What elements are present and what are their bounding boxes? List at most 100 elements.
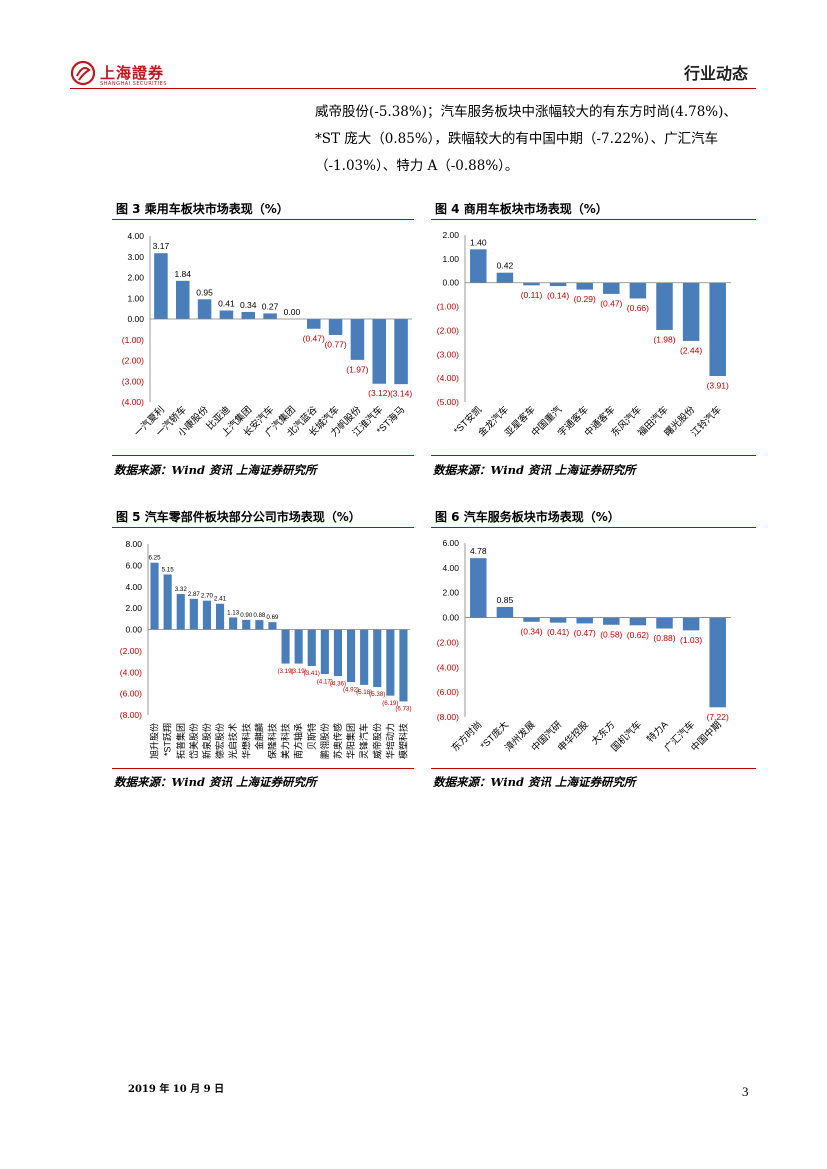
y-tick-label: 2.00 [442,588,459,598]
figure-4-chart: 2.00 1.00 0.00 (1.00) (2.00) (3.00) (4.00) (5.0… [437,230,731,439]
data-label: 6.25 [149,555,162,562]
bar [629,617,647,626]
bar [394,319,408,385]
y-tick-label: (2.00) [122,356,144,366]
data-label: (3.19) [277,668,293,675]
category-label: 美力科技 [280,723,291,759]
bar [629,282,647,299]
data-label: (5.38) [369,691,385,698]
figure-title: 图 3 乘用车板块市场表现（%） [116,202,289,216]
category-label: 灵锋汽车 [358,723,369,759]
bar [263,313,277,319]
data-label: 5.15 [162,566,175,573]
figure-top-rule [112,527,414,528]
page-header: 上海證券 SHANGHAI SECURITIES 行业动态 [70,56,756,90]
data-label: (7.22) [707,712,729,722]
y-tick-label: 4.00 [127,231,144,241]
category-label: 保隆科技 [266,723,277,759]
y-tick-label: (4.00) [120,667,142,677]
y-tick-label: 1.00 [442,254,459,264]
figure-source: 数据来源：Wind 资讯 上海证券研究所 [433,775,636,789]
figure-bottom-rule [112,768,414,769]
category-label: 苏奥传感 [332,723,343,759]
intro-line: （-1.03%）、特力 A（-0.88%）。 [315,158,519,174]
logo-text: 上海證券 [100,64,165,82]
data-label: (4.36) [330,680,346,687]
bar [496,607,514,618]
bar [709,617,726,708]
data-label: (6.73) [395,706,411,713]
bar [470,558,487,618]
data-label: (1.03) [680,635,702,645]
bar [154,253,168,319]
bar [656,617,673,629]
bar [386,629,395,696]
data-label: 0.95 [196,287,213,297]
bar [328,319,343,335]
data-label: (0.11) [521,290,543,300]
bar [709,282,726,376]
category-label: 德宏股份 [214,723,225,759]
data-label: (0.41) [547,627,569,637]
data-label: (0.34) [520,626,542,636]
category-label: 光启技术 [227,723,238,759]
data-label: (1.97) [346,364,368,374]
y-tick-label: 2.00 [127,273,144,283]
data-label: (0.29) [574,294,596,304]
category-label: 鹏翎股份 [319,723,330,759]
y-tick-label: (4.00) [437,373,459,383]
y-tick-label: 6.00 [125,560,142,570]
bar [576,617,593,624]
data-label: 3.17 [153,241,170,251]
category-label: 模塑科技 [397,723,408,759]
bar [373,629,382,687]
data-label: (0.14) [547,291,569,301]
figure-top-rule [431,527,756,528]
category-label: 华懋科技 [240,723,251,759]
bar [241,311,256,319]
category-label: 旭升股份 [149,723,160,759]
bar [656,282,673,330]
figure-6-panel: 图 6 汽车服务板块市场表现（%） 6.00 4.00 2.00 0.00 (2.00)… [431,508,756,789]
data-label: (0.88) [653,633,675,643]
category-label: 贝斯特 [306,723,317,750]
y-tick-label: 1.00 [127,293,144,303]
y-tick-label: (2.00) [120,646,142,656]
data-label: (3.14) [390,389,412,399]
y-tick-label: (6.00) [437,687,459,697]
data-label: 0.88 [253,612,266,619]
data-label: 0.90 [240,612,253,619]
y-tick-label: (6.00) [120,689,142,699]
data-label: 4.78 [470,546,487,556]
data-label: 2.70 [201,593,214,600]
figure-bottom-rule [431,768,756,769]
data-label: (3.12) [368,388,390,398]
figure-5-panel: 图 5 汽车零部件板块部分公司市场表现（%） 8.00 6.00 4.00 2.00 0… [112,508,414,789]
bar [175,280,190,319]
data-label: (3.41) [304,670,320,677]
bar [333,629,343,677]
category-label: 东方时尚 [449,719,484,754]
bar [523,617,540,622]
bar [682,282,700,341]
data-label: 1.40 [470,237,487,247]
figure-source: 数据来源：Wind 资讯 上海证券研究所 [433,463,636,477]
bar [360,629,369,685]
y-tick-label: (4.00) [122,397,144,407]
section-title: 行业动态 [683,64,748,83]
bar [202,600,212,630]
y-tick-label: (1.00) [122,335,144,345]
category-label: 拓普集团 [175,723,186,759]
figure-4-panel: 图 4 商用车板块市场表现（%） 2.00 1.00 0.00 (1.00) (2.00… [431,200,756,480]
y-tick-label: (5.00) [437,397,459,407]
bar [189,598,198,630]
bar [372,319,387,384]
y-tick-label: (1.00) [437,302,459,312]
y-tick-label: (3.00) [122,376,144,386]
bar [470,249,487,283]
data-label: 3.32 [175,586,188,593]
company-logo: 上海證券 SHANGHAI SECURITIES [70,60,190,88]
bar [603,617,620,625]
figure-title: 图 4 商用车板块市场表现（%） [435,202,608,216]
data-label: (0.66) [627,303,649,313]
